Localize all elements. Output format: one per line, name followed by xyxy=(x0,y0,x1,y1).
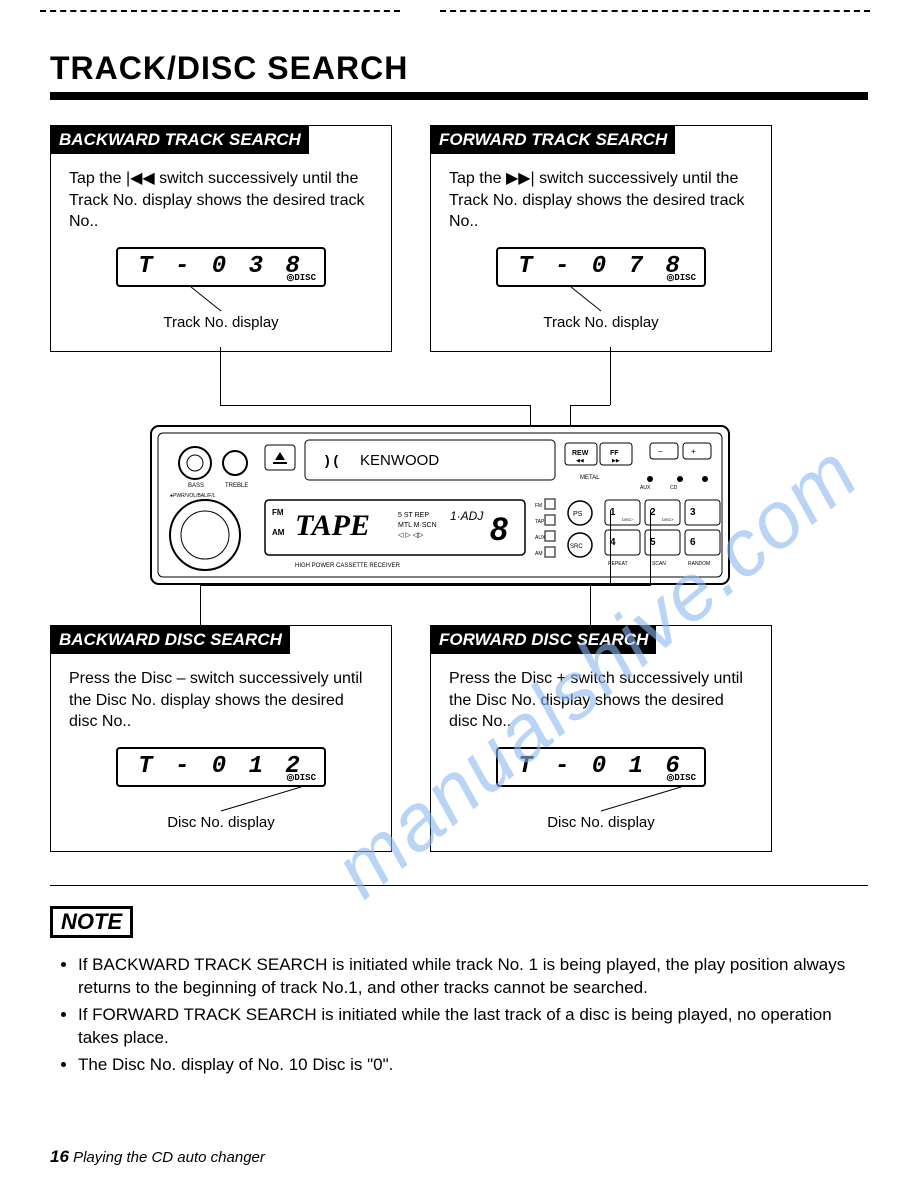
bd-lcd-text: T - 0 1 2 xyxy=(138,753,304,780)
svg-text:AM: AM xyxy=(272,528,285,537)
car-stereo-illustration: BASS TREBLE ●PWR/VOL/BAL/F/L ) ( KENWOOD… xyxy=(150,425,730,585)
svg-text:3: 3 xyxy=(690,507,696,518)
svg-text:FM: FM xyxy=(272,508,284,517)
svg-text:RANDOM: RANDOM xyxy=(688,561,710,567)
prev-track-icon: |◀◀ xyxy=(126,170,155,187)
forward-disc-box: FORWARD DISC SEARCH Press the Disc + swi… xyxy=(430,625,772,852)
svg-text:−: − xyxy=(658,447,663,456)
svg-text:REW: REW xyxy=(572,450,589,457)
footer-text: Playing the CD auto changer xyxy=(73,1149,265,1166)
svg-text:DISC−: DISC− xyxy=(622,517,635,522)
forward-disc-header: FORWARD DISC SEARCH xyxy=(431,626,656,654)
backward-disc-box: BACKWARD DISC SEARCH Press the Disc – sw… xyxy=(50,625,392,852)
note-rule xyxy=(50,885,868,886)
svg-text:FM: FM xyxy=(535,503,542,509)
backward-track-box: BACKWARD TRACK SEARCH Tap the |◀◀ switch… xyxy=(50,125,392,352)
subtitle: HIGH POWER CASSETTE RECEIVER xyxy=(295,563,401,569)
title-rule xyxy=(50,92,868,100)
svg-text:CD: CD xyxy=(670,485,678,491)
ft-caption: Track No. display xyxy=(449,313,753,333)
note-item: If FORWARD TRACK SEARCH is initiated whi… xyxy=(78,1004,868,1050)
svg-text:AUX: AUX xyxy=(640,485,651,491)
bt-lcd: T - 0 3 8◎DISC xyxy=(116,247,326,287)
svg-text:●PWR/VOL/BAL/F/L: ●PWR/VOL/BAL/F/L xyxy=(170,493,216,499)
svg-text:PS: PS xyxy=(573,511,583,518)
display-text: TAPE xyxy=(295,509,370,542)
bd-text: Press the Disc – switch successively unt… xyxy=(69,670,362,730)
svg-text:SRC: SRC xyxy=(570,544,583,550)
page-title: TRACK/DISC SEARCH xyxy=(50,50,868,87)
note-item: If BACKWARD TRACK SEARCH is initiated wh… xyxy=(78,954,868,1000)
svg-text:AM: AM xyxy=(535,551,543,557)
ft-lcd-text: T - 0 7 8 xyxy=(518,253,684,280)
svg-text:+: + xyxy=(691,447,696,456)
svg-text:FF: FF xyxy=(610,450,619,457)
ft-lcd: T - 0 7 8◎DISC xyxy=(496,247,706,287)
svg-text:DISC+: DISC+ xyxy=(662,517,675,522)
svg-text:1·ADJ: 1·ADJ xyxy=(450,509,484,523)
svg-text:MTL M·SCN: MTL M·SCN xyxy=(398,522,437,529)
bt-lcd-text: T - 0 3 8 xyxy=(138,253,304,280)
fd-lcd: T - 0 1 6◎DISC xyxy=(496,747,706,787)
brand-label: KENWOOD xyxy=(360,452,439,469)
fd-text: Press the Disc + switch successively unt… xyxy=(449,670,743,730)
diagram-area: BACKWARD TRACK SEARCH Tap the |◀◀ switch… xyxy=(50,125,868,885)
ft-text-before: Tap the xyxy=(449,170,506,187)
bass-label: BASS xyxy=(188,483,204,489)
svg-text:METAL: METAL xyxy=(580,475,600,481)
bd-lcd: T - 0 1 2◎DISC xyxy=(116,747,326,787)
svg-text:5 ST REP: 5 ST REP xyxy=(398,512,429,519)
backward-track-header: BACKWARD TRACK SEARCH xyxy=(51,126,309,154)
next-track-icon: ▶▶| xyxy=(506,170,535,187)
svg-text:▶▶: ▶▶ xyxy=(612,458,620,464)
svg-text:AUX: AUX xyxy=(535,535,546,541)
svg-text:8: 8 xyxy=(490,511,508,547)
bt-text-before: Tap the xyxy=(69,170,126,187)
svg-text:◀◀: ◀◀ xyxy=(576,458,584,464)
svg-text:◁ ▷ ◁▷: ◁ ▷ ◁▷ xyxy=(398,532,424,539)
fd-lcd-text: T - 0 1 6 xyxy=(518,753,684,780)
note-item: The Disc No. display of No. 10 Disc is "… xyxy=(78,1054,868,1077)
notes-list: If BACKWARD TRACK SEARCH is initiated wh… xyxy=(50,954,868,1077)
svg-text:) (: ) ( xyxy=(325,452,339,468)
svg-text:6: 6 xyxy=(690,537,696,548)
page-footer: 16 Playing the CD auto changer xyxy=(50,1147,868,1167)
fd-caption: Disc No. display xyxy=(449,813,753,833)
bd-caption: Disc No. display xyxy=(69,813,373,833)
forward-track-header: FORWARD TRACK SEARCH xyxy=(431,126,675,154)
note-label: NOTE xyxy=(50,906,133,938)
backward-disc-header: BACKWARD DISC SEARCH xyxy=(51,626,290,654)
svg-text:SCAN: SCAN xyxy=(652,561,666,567)
svg-text:TREBLE: TREBLE xyxy=(225,483,248,489)
bt-caption: Track No. display xyxy=(69,313,373,333)
page-number: 16 xyxy=(50,1147,69,1166)
forward-track-box: FORWARD TRACK SEARCH Tap the ▶▶| switch … xyxy=(430,125,772,352)
